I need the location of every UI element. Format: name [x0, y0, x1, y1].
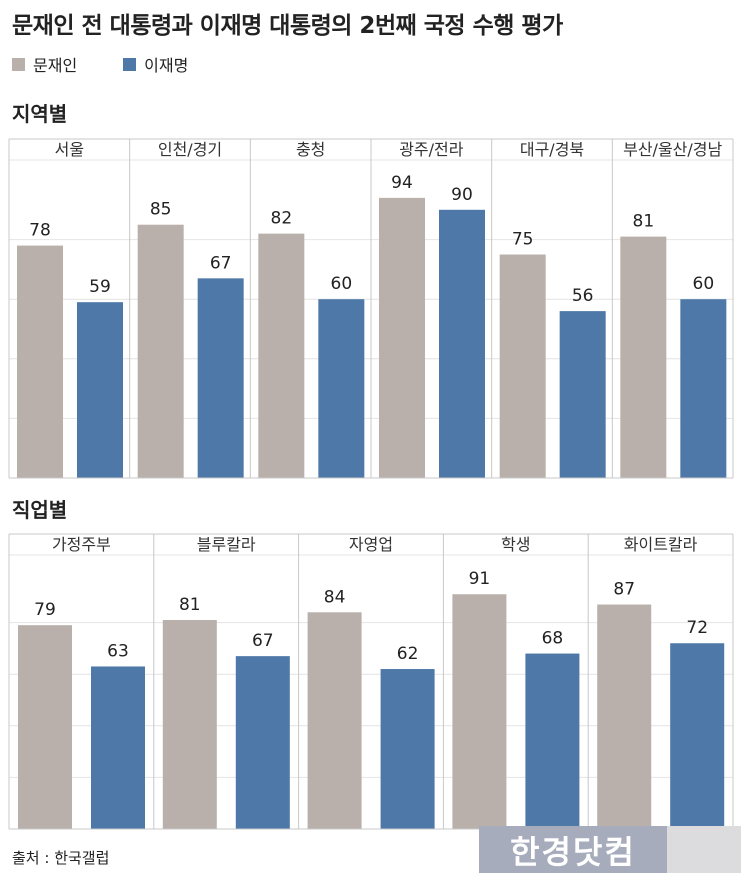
bar-series-b [197, 278, 244, 478]
occupation-bar-chart: 가정주부 79 63 블루칼라 81 67 자영업 84 62 학생 91 68 화이트칼라 87 72 [8, 533, 734, 830]
category-label: 학생 [501, 535, 530, 554]
data-label: 85 [150, 200, 172, 220]
data-label: 87 [613, 580, 635, 600]
section-title-occupation: 직업별 [12, 498, 68, 522]
bar-series-a [499, 254, 546, 478]
bar-series-a [620, 236, 667, 478]
watermark-logo: 한경닷컴 [479, 826, 741, 873]
bar-series-b [318, 299, 365, 478]
bar-series-b [680, 299, 727, 478]
category-label: 대구/경북 [520, 140, 584, 159]
bar-series-b [235, 656, 290, 829]
data-label: 94 [391, 173, 413, 193]
legend-label-a: 문재인 [33, 56, 78, 75]
data-label: 60 [331, 274, 353, 294]
watermark-block [667, 826, 741, 873]
data-label: 68 [542, 629, 564, 649]
legend-swatch-a [12, 57, 25, 71]
category-label: 부산/울산/경남 [623, 140, 722, 159]
bar-series-a [17, 245, 63, 478]
data-label: 75 [512, 230, 534, 250]
category-label: 충청 [296, 140, 325, 159]
bar-series-b [380, 669, 435, 829]
category-label: 서울 [55, 140, 84, 159]
section-title-region: 지역별 [12, 102, 68, 126]
data-label: 56 [572, 286, 594, 306]
legend-item-a: 문재인 [12, 52, 77, 76]
legend: 문재인 이재명 [12, 52, 234, 76]
data-label: 82 [271, 209, 293, 229]
bar-series-b [439, 209, 485, 479]
category-label: 블루칼라 [197, 535, 256, 554]
source-note: 출처 : 한국갤럽 [12, 849, 110, 867]
category-label: 가정주부 [52, 535, 111, 554]
chart-title: 문재인 전 대통령과 이재명 대통령의 2번째 국정 수행 평가 [12, 13, 563, 39]
data-label: 63 [107, 641, 129, 661]
data-label: 84 [324, 587, 346, 607]
bar-series-b [559, 311, 606, 478]
data-label: 60 [693, 274, 715, 294]
bar-series-b [670, 643, 725, 829]
category-label: 인천/경기 [158, 140, 222, 159]
bar-series-a [452, 594, 507, 829]
data-label: 91 [469, 569, 491, 589]
data-label: 81 [633, 212, 655, 232]
category-label: 화이트칼라 [624, 535, 698, 554]
legend-item-b: 이재명 [123, 52, 188, 76]
bar-series-b [525, 653, 580, 829]
data-label: 79 [34, 600, 56, 620]
data-label: 72 [686, 618, 708, 638]
bar-series-a [307, 612, 362, 829]
bar-series-a [258, 233, 305, 478]
data-label: 59 [89, 277, 111, 297]
bar-series-a [597, 604, 652, 829]
region-bar-chart: 서울 78 59 인천/경기 85 67 충청 82 60 광주/전라 94 90 대구/경북 75 56 부… [8, 138, 734, 479]
data-label: 78 [29, 221, 51, 241]
data-label: 67 [210, 253, 232, 273]
category-label: 자영업 [349, 535, 393, 554]
legend-label-b: 이재명 [144, 56, 189, 75]
watermark-text: 한경닷컴 [479, 826, 667, 873]
data-label: 81 [179, 595, 201, 615]
legend-swatch-b [123, 57, 137, 71]
bar-series-a [162, 620, 217, 829]
bar-series-b [77, 302, 123, 478]
data-label: 67 [252, 631, 274, 651]
bar-series-a [137, 224, 184, 478]
bar-series-a [18, 625, 72, 829]
bar-series-a [379, 197, 425, 478]
category-label: 광주/전라 [399, 140, 464, 159]
data-label: 90 [451, 185, 473, 205]
bar-series-b [91, 666, 145, 829]
data-label: 62 [397, 644, 419, 664]
